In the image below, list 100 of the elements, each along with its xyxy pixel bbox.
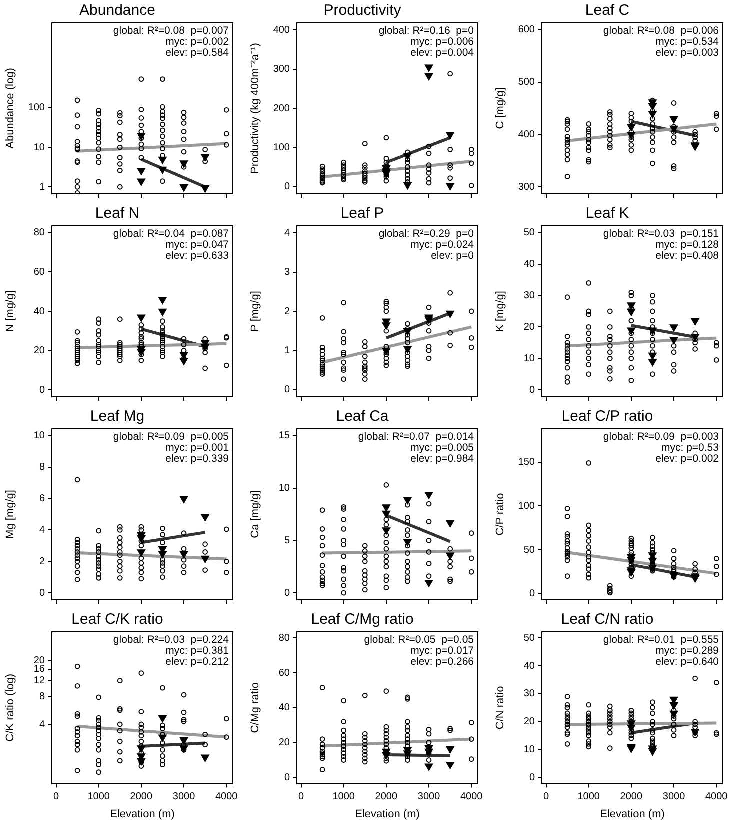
y-tick-label: 600	[518, 24, 536, 36]
annotation: elev: p=0.633	[166, 250, 230, 262]
annotation: elev: p=0.984	[410, 453, 474, 466]
y-tick-label: 100	[518, 500, 536, 512]
chart-title: Productivity	[324, 2, 402, 20]
y-tick-label: 80	[278, 632, 290, 644]
x-axis-title: Elevation (m)	[355, 808, 420, 820]
y-axis-title: K [mg/g]	[494, 291, 507, 332]
x-tick-label: 1000	[332, 792, 356, 803]
annotation: global: R²=0.29 p=0	[378, 228, 474, 240]
chart-title: Leaf C/N ratio	[561, 611, 654, 628]
annotation: myc: p=0.381	[166, 645, 230, 658]
y-tick-label: 20	[278, 738, 290, 749]
y-axis-title: P [mg/g]	[250, 291, 262, 332]
y-axis-title: N [mg/g]	[4, 290, 17, 332]
x-tick-label: 0	[543, 792, 550, 803]
y-tick-label: 300	[518, 182, 536, 193]
y-tick-label: 400	[273, 24, 290, 36]
y-tick-label: 60	[278, 668, 290, 679]
y-tick-label: 4	[284, 228, 290, 239]
chart-title: Leaf N	[95, 205, 140, 222]
y-tick-label: 4	[39, 524, 46, 536]
y-tick-label: 4	[39, 719, 46, 730]
x-tick-label: 2000	[375, 792, 398, 803]
y-tick-label: 3	[284, 267, 290, 278]
annotation: global: R²=0.03 p=0.224	[113, 634, 230, 646]
y-tick-label: 40	[524, 660, 536, 672]
y-tick-label: 30	[524, 290, 536, 302]
y-tick-label: 10	[278, 483, 290, 494]
annotation: elev: p=0.408	[656, 250, 720, 262]
chart-title: Leaf C/Mg ratio	[311, 611, 414, 628]
annotation: elev: p=0.004	[410, 47, 474, 60]
y-axis-title: C/K ratio (log)	[4, 674, 17, 742]
x-tick-label: 2000	[130, 792, 153, 803]
y-tick-label: 20	[34, 346, 46, 357]
y-tick-label: 300	[273, 64, 290, 76]
y-tick-label: 5	[284, 535, 290, 546]
x-tick-label: 1000	[578, 792, 600, 803]
annotation: global: R²=0.09 p=0.005	[113, 431, 230, 444]
y-tick-label: 0	[284, 772, 290, 784]
annotation: myc: p=0.024	[410, 239, 474, 252]
annotation: global: R²=0.01 p=0.555	[603, 634, 720, 646]
y-tick-label: 16	[34, 664, 46, 676]
y-axis-title: C [mg/g]	[494, 88, 507, 130]
annotation: elev: p=0.212	[166, 656, 230, 668]
annotation: global: R²=0.16 p=0	[378, 25, 474, 38]
annotation: global: R²=0.08 p=0.006	[603, 25, 720, 38]
x-tick-label: 1000	[88, 792, 110, 803]
annotation: global: R²=0.08 p=0.007	[113, 25, 230, 38]
y-tick-label: 10	[524, 744, 536, 756]
chart-title: Leaf Ca	[336, 408, 390, 426]
chart-title: Leaf P	[340, 205, 384, 222]
annotation: elev: p=0.640	[656, 656, 720, 668]
x-tick-label: 2000	[620, 792, 643, 803]
y-tick-label: 150	[518, 457, 536, 468]
y-tick-label: 10	[34, 142, 46, 154]
y-tick-label: 0	[39, 588, 46, 599]
chart-title: Leaf C/P ratio	[562, 408, 654, 426]
y-tick-label: 200	[273, 103, 290, 114]
y-tick-label: 40	[524, 259, 536, 270]
y-tick-label: 40	[34, 306, 46, 318]
y-tick-label: 8	[39, 462, 46, 474]
y-tick-label: 50	[524, 632, 536, 644]
x-tick-label: 0	[53, 792, 60, 803]
y-axis-title: C/Mg ratio	[250, 682, 262, 734]
chart-title: Leaf C	[585, 2, 630, 20]
y-tick-label: 40	[278, 702, 290, 714]
annotation: global: R²=0.05 p=0.05	[364, 634, 474, 646]
annotation: myc: p=0.005	[410, 442, 474, 454]
annotation: myc: p=0.017	[410, 645, 474, 658]
x-tick-label: 0	[298, 792, 304, 803]
chart-title: Leaf K	[586, 205, 630, 222]
y-tick-label: 400	[518, 129, 536, 140]
y-tick-label: 10	[524, 353, 536, 364]
x-tick-label: 3000	[662, 792, 686, 803]
y-tick-label: 0	[39, 384, 46, 396]
y-tick-label: 1	[284, 345, 290, 356]
annotation: myc: p=0.128	[656, 239, 720, 252]
y-tick-label: 500	[518, 77, 536, 88]
y-tick-label: 50	[524, 544, 536, 556]
x-tick-label: 4000	[460, 792, 484, 803]
annotation: elev: p=0.002	[656, 453, 720, 466]
annotation: global: R²=0.04 p=0.087	[113, 228, 230, 240]
annotation: elev: p=0.266	[410, 656, 474, 668]
y-axis-title: C/P ratio	[494, 493, 507, 536]
y-tick-label: 20	[524, 716, 536, 728]
y-axis-title: Mg [mg/g]	[4, 490, 17, 539]
chart-title: Abundance	[80, 2, 156, 20]
y-tick-label: 0	[284, 182, 290, 193]
y-axis-title: Productivity (kg 400m⁻²a⁻¹)	[250, 43, 262, 174]
annotation: myc: p=0.001	[166, 442, 230, 454]
annotation: myc: p=0.289	[656, 645, 720, 658]
annotation: myc: p=0.53	[662, 442, 720, 454]
annotation: myc: p=0.006	[410, 36, 474, 48]
y-tick-label: 12	[34, 676, 46, 687]
y-tick-label: 20	[34, 655, 46, 666]
y-tick-label: 20	[524, 322, 536, 333]
y-tick-label: 2	[39, 556, 46, 568]
x-axis-title: Elevation (m)	[110, 808, 175, 820]
y-tick-label: 30	[524, 688, 536, 700]
